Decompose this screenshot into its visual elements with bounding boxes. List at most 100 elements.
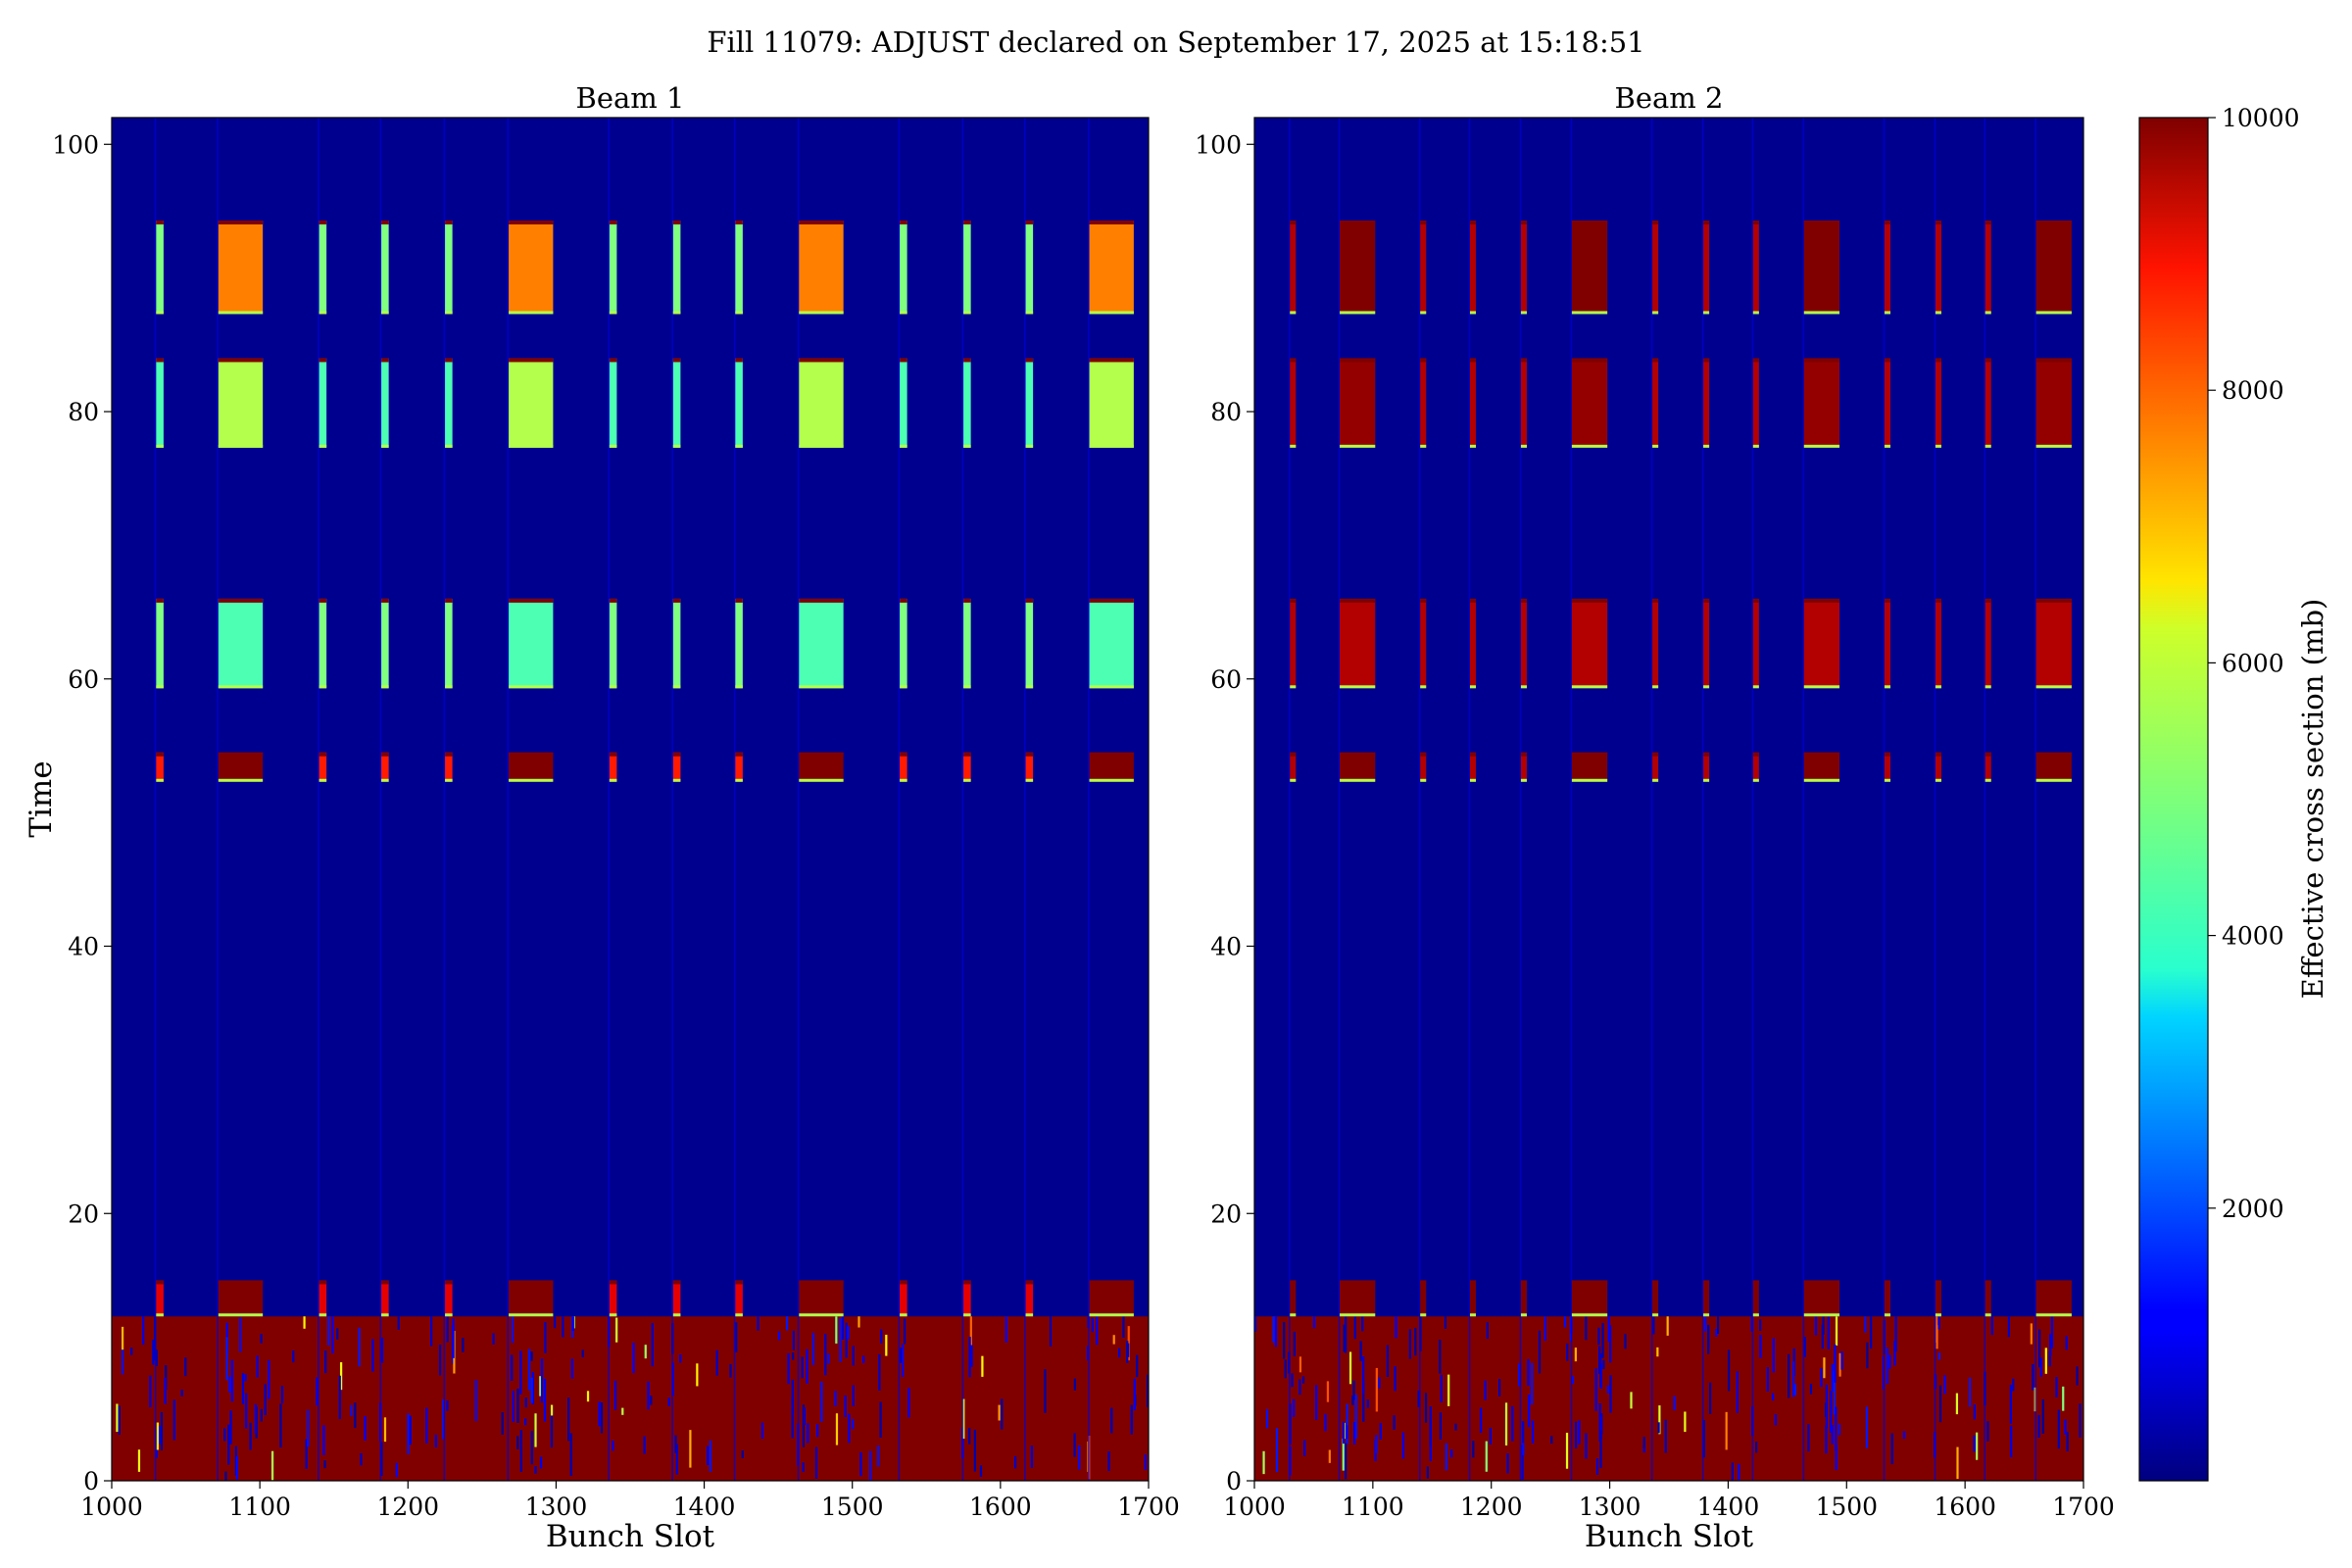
noise-streak bbox=[395, 1462, 398, 1478]
noise-streak bbox=[1328, 1449, 1331, 1463]
noise-streak bbox=[615, 1317, 618, 1343]
noise-streak bbox=[539, 1376, 542, 1396]
noise-streak bbox=[1585, 1316, 1588, 1341]
heatmap-cell-edge bbox=[218, 1280, 264, 1285]
noise-streak bbox=[156, 1422, 159, 1450]
heatmap-cell-edge bbox=[1420, 444, 1427, 448]
heatmap-cell-edge bbox=[381, 1280, 389, 1285]
noise-streak bbox=[1283, 1321, 1286, 1359]
x-tick-label: 1300 bbox=[1579, 1493, 1642, 1521]
heatmap-cell-edge bbox=[381, 685, 389, 689]
noise-streak bbox=[307, 1409, 310, 1447]
heatmap-cell-edge bbox=[799, 685, 844, 689]
heatmap-cell bbox=[1290, 358, 1297, 448]
heatmap-cell-edge bbox=[381, 598, 389, 603]
noise-streak bbox=[227, 1424, 230, 1465]
noise-streak bbox=[1827, 1316, 1830, 1349]
y-tick-label: 0 bbox=[83, 1467, 99, 1495]
heatmap-cell bbox=[218, 220, 264, 315]
heatmap-cell-edge bbox=[1652, 752, 1659, 757]
heatmap-cell-edge bbox=[1803, 1280, 1840, 1285]
noise-streak bbox=[1902, 1431, 1906, 1440]
heatmap-cell-edge bbox=[1803, 752, 1840, 757]
noise-streak bbox=[1968, 1377, 1972, 1407]
noise-streak bbox=[571, 1316, 574, 1332]
noise-streak bbox=[1351, 1395, 1354, 1405]
noise-streak bbox=[434, 1434, 438, 1447]
heatmap-cell bbox=[1884, 358, 1891, 448]
noise-streak bbox=[1527, 1358, 1530, 1387]
noise-streak bbox=[1973, 1435, 1976, 1452]
noise-streak bbox=[1352, 1380, 1355, 1400]
noise-streak bbox=[1352, 1422, 1356, 1446]
heatmap-cell-edge bbox=[1469, 1313, 1477, 1317]
heatmap-cell bbox=[445, 1280, 453, 1317]
noise-streak bbox=[534, 1466, 537, 1474]
heatmap-cell bbox=[1571, 220, 1608, 315]
heatmap-cell-edge bbox=[1884, 444, 1891, 448]
noise-streak bbox=[2048, 1350, 2051, 1367]
heatmap-cell-edge bbox=[1935, 752, 1941, 757]
heatmap-cell bbox=[381, 752, 389, 782]
noise-streak bbox=[792, 1330, 796, 1350]
noise-streak bbox=[1937, 1352, 1941, 1360]
train-stripe bbox=[443, 118, 446, 1481]
heatmap-cell bbox=[1520, 220, 1527, 315]
noise-streak bbox=[1044, 1369, 1047, 1413]
noise-streak bbox=[1793, 1384, 1796, 1396]
noise-streak bbox=[570, 1358, 573, 1379]
noise-streak bbox=[1112, 1335, 1115, 1345]
heatmap-cell-edge bbox=[1703, 358, 1710, 363]
noise-streak bbox=[1345, 1316, 1348, 1353]
heatmap-cell-edge bbox=[1935, 444, 1941, 448]
noise-streak bbox=[2055, 1377, 2058, 1397]
heatmap-cell-edge bbox=[1420, 598, 1427, 603]
heatmap-cell bbox=[609, 358, 617, 448]
noise-streak bbox=[962, 1398, 965, 1440]
heatmap-cell-edge bbox=[318, 311, 327, 315]
heatmap-cell bbox=[1884, 1280, 1891, 1317]
heatmap-cell-edge bbox=[1652, 311, 1659, 315]
heatmap-cell-edge bbox=[1469, 311, 1477, 315]
noise-streak bbox=[885, 1334, 888, 1356]
heatmap-cell-edge bbox=[2035, 778, 2072, 782]
heatmap-cell-edge bbox=[1803, 778, 1840, 782]
noise-streak bbox=[223, 1428, 226, 1442]
noise-streak bbox=[1772, 1393, 1775, 1401]
heatmap-cell-edge bbox=[1803, 358, 1840, 363]
train-stripe bbox=[318, 118, 319, 1481]
heatmap-cell-edge bbox=[1703, 778, 1710, 782]
noise-streak bbox=[1440, 1374, 1443, 1402]
noise-streak bbox=[338, 1375, 341, 1420]
heatmap-cell-edge bbox=[2035, 444, 2072, 448]
noise-streak bbox=[852, 1419, 855, 1430]
heatmap-cell-edge bbox=[1520, 311, 1527, 315]
noise-streak bbox=[322, 1425, 325, 1455]
heatmap-cell-edge bbox=[1420, 311, 1427, 315]
heatmap-cell bbox=[445, 358, 453, 448]
noise-streak bbox=[1890, 1433, 1893, 1465]
heatmap-cell bbox=[799, 752, 844, 782]
noise-streak bbox=[1144, 1454, 1148, 1470]
noise-streak bbox=[1766, 1367, 1770, 1393]
heatmap-cell-edge bbox=[1703, 1313, 1710, 1317]
train-stripe bbox=[898, 118, 901, 1481]
heatmap-cell-edge bbox=[609, 752, 617, 757]
noise-streak bbox=[1831, 1425, 1834, 1445]
train-stripe bbox=[2034, 118, 2037, 1481]
heatmap-cell-edge bbox=[445, 598, 453, 603]
noise-streak bbox=[1599, 1416, 1602, 1440]
heatmap-cell-edge bbox=[1884, 685, 1891, 689]
heatmap-cell-edge bbox=[1984, 220, 1991, 225]
y-tick-label: 60 bbox=[68, 665, 99, 694]
noise-streak bbox=[1429, 1406, 1432, 1446]
noise-streak bbox=[2057, 1409, 2060, 1449]
heatmap-cell-edge bbox=[1520, 444, 1527, 448]
noise-streak bbox=[1518, 1363, 1521, 1387]
noise-streak bbox=[1759, 1335, 1762, 1358]
noise-streak bbox=[715, 1349, 718, 1376]
noise-streak bbox=[1275, 1428, 1279, 1473]
noise-streak bbox=[1725, 1411, 1728, 1450]
heatmap-cell bbox=[156, 358, 164, 448]
